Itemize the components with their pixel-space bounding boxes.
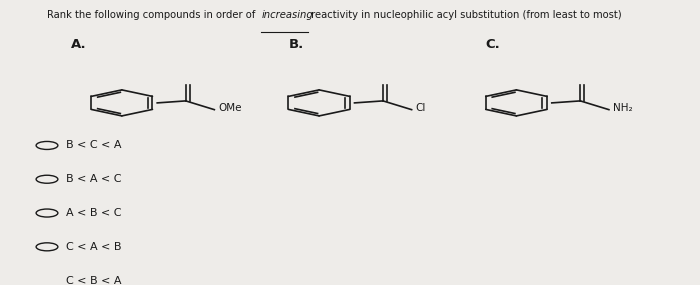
Text: B < C < A: B < C < A: [66, 141, 122, 150]
Text: NH₂: NH₂: [613, 103, 633, 113]
Text: B.: B.: [288, 38, 304, 51]
Text: Rank the following compounds in order of: Rank the following compounds in order of: [47, 10, 258, 20]
Text: Cl: Cl: [416, 103, 426, 113]
Text: OMe: OMe: [218, 103, 242, 113]
Text: increasing: increasing: [261, 10, 313, 20]
Text: A < B < C: A < B < C: [66, 208, 122, 218]
Text: C.: C.: [486, 38, 500, 51]
Text: A.: A.: [71, 38, 86, 51]
Text: C < B < A: C < B < A: [66, 276, 122, 285]
Text: C < A < B: C < A < B: [66, 242, 122, 252]
Text: B < A < C: B < A < C: [66, 174, 122, 184]
Text: reactivity in nucleophilic acyl substitution (from least to most): reactivity in nucleophilic acyl substitu…: [307, 10, 621, 20]
